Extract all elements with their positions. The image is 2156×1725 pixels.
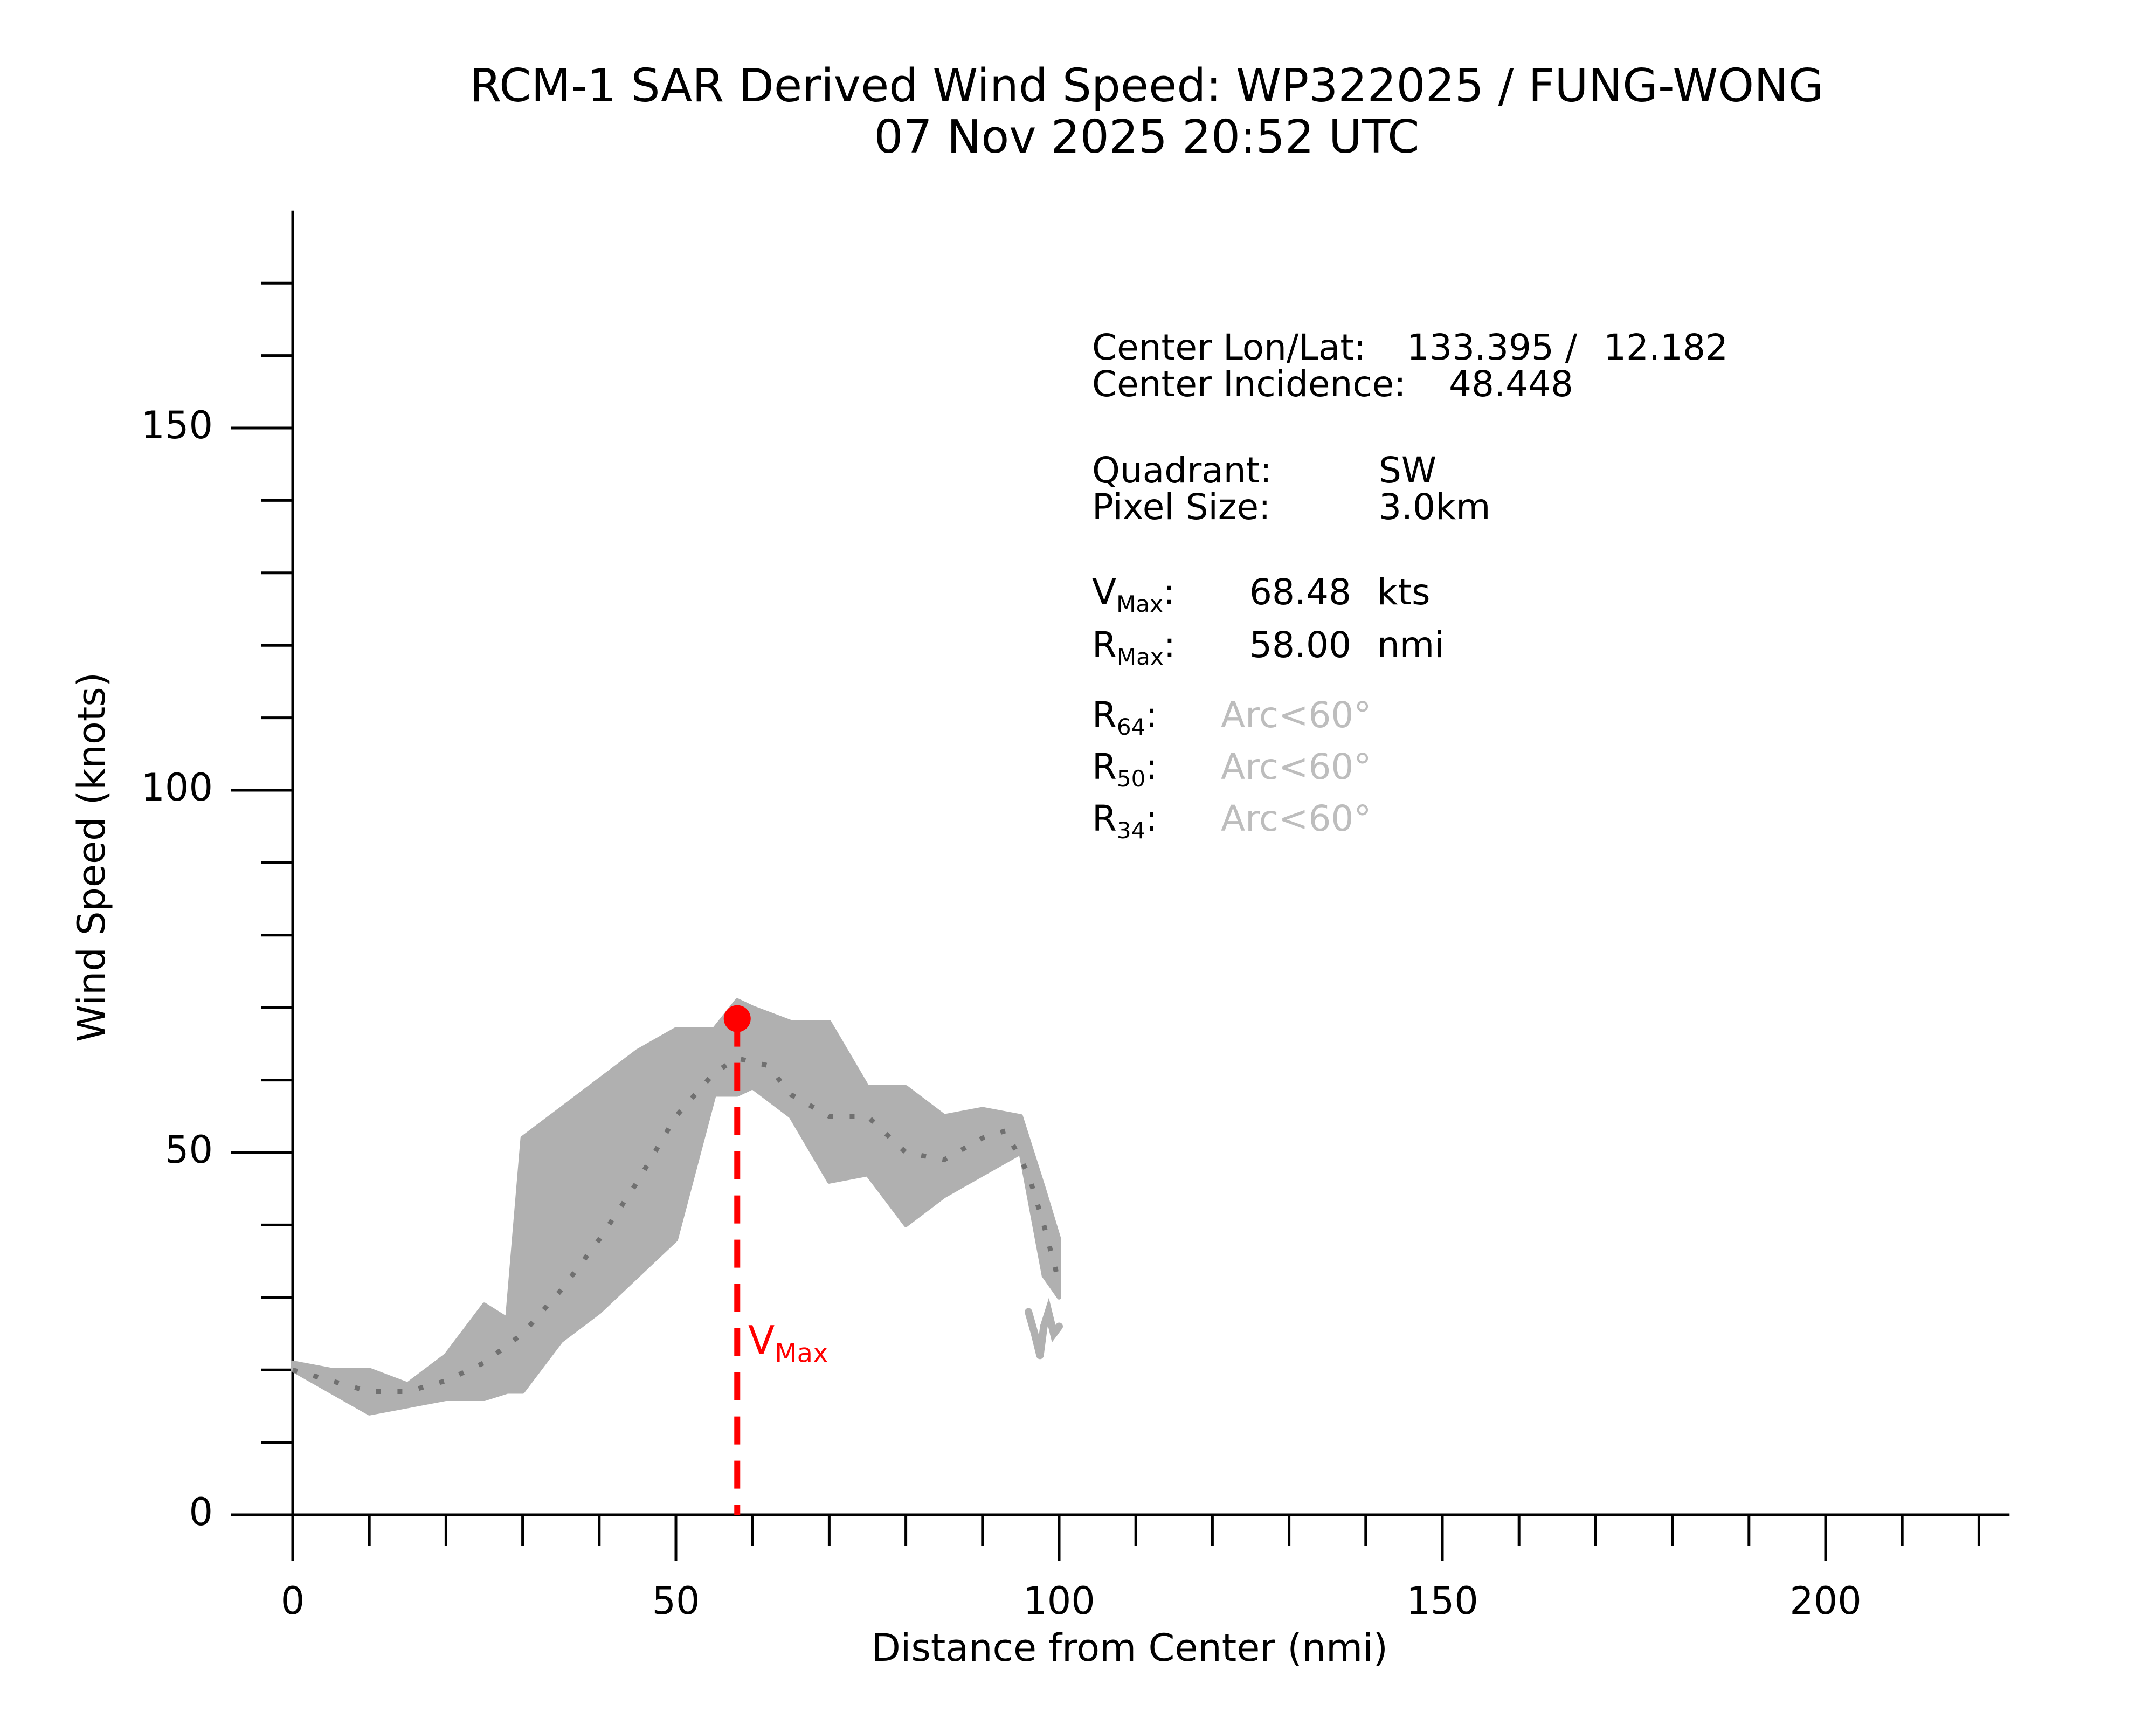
x-tick-label: 50 (652, 1579, 700, 1623)
x-tick-label: 200 (1789, 1579, 1862, 1623)
y-tick-label: 150 (141, 403, 213, 447)
y-tick-label: 100 (141, 765, 213, 810)
quadrant-label: Quadrant: (1092, 450, 1272, 491)
vmax-line-label: VMax (748, 1317, 828, 1369)
r64-info-value: Arc<60° (1221, 694, 1372, 736)
quadrant-value: SW (1379, 450, 1437, 491)
x-axis-label: Distance from Center (nmi) (872, 1626, 1388, 1670)
y-tick-label: 50 (164, 1128, 213, 1172)
x-tick-label: 0 (280, 1579, 305, 1623)
rmax-info-label: RMax: (1092, 624, 1176, 671)
r34-info-value: Arc<60° (1221, 798, 1372, 839)
rmax-info-unit: nmi (1377, 624, 1445, 666)
x-tick-label: 150 (1406, 1579, 1478, 1623)
vmax-info-value: 68.48 (1249, 571, 1351, 613)
center-lat-value: 12.182 (1604, 327, 1728, 368)
x-tick-label: 100 (1023, 1579, 1095, 1623)
y-axis-label: Wind Speed (knots) (70, 672, 114, 1043)
pixel-size-value: 3.0km (1379, 486, 1491, 528)
chart-title: RCM-1 SAR Derived Wind Speed: WP322025 /… (469, 59, 1824, 113)
center-incidence-label: Center Incidence: (1092, 363, 1406, 405)
y-tick-label: 0 (189, 1490, 213, 1534)
r50-info-label: R50: (1092, 746, 1158, 792)
mean-profile-line (292, 1055, 1062, 1394)
r50-info-value: Arc<60° (1221, 746, 1372, 788)
vmax-info-unit: kts (1377, 571, 1431, 613)
rmax-info-value: 58.00 (1249, 624, 1351, 666)
center-lonlat-label: Center Lon/Lat: (1092, 327, 1366, 368)
r34-info-label: R34: (1092, 798, 1158, 844)
chart-subtitle: 07 Nov 2025 20:52 UTC (874, 111, 1420, 164)
outlier-fragment (1025, 1298, 1062, 1356)
wind-speed-pixel-cloud (291, 998, 1061, 1416)
center-incidence-value: 48.448 (1449, 363, 1573, 405)
pixel-size-label: Pixel Size: (1092, 486, 1271, 528)
vmax-marker (723, 1005, 751, 1032)
center-lon-value: 133.395 / (1407, 327, 1578, 368)
vmax-info-label: VMax: (1092, 571, 1176, 618)
r64-info-label: R64: (1092, 694, 1158, 741)
